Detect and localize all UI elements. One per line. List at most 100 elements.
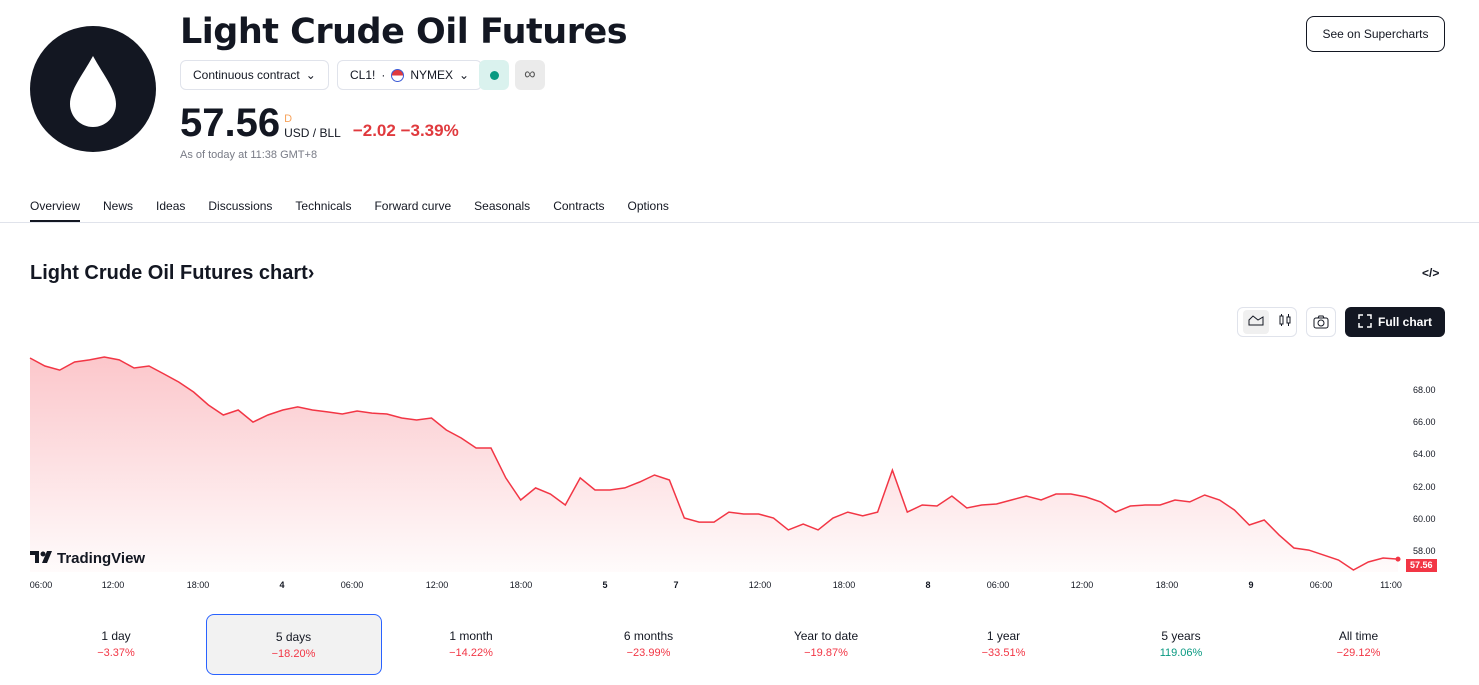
x-tick: 18:00 bbox=[509, 580, 533, 590]
full-chart-label: Full chart bbox=[1377, 315, 1432, 329]
infinity-icon[interactable]: ∞ bbox=[515, 60, 545, 90]
x-tick: 8 bbox=[925, 580, 931, 590]
range-change: −29.12% bbox=[1336, 647, 1381, 659]
y-tick: 66.00 bbox=[1413, 417, 1436, 428]
chevron-right-icon: › bbox=[307, 262, 315, 284]
x-tick: 5 bbox=[602, 580, 608, 590]
x-tick: 06:00 bbox=[1309, 580, 1333, 590]
chart-title-link[interactable]: Light Crude Oil Futures chart› bbox=[30, 262, 314, 285]
status-dot-icon bbox=[489, 70, 499, 80]
oil-drop-logo bbox=[30, 26, 156, 152]
contract-label: Continuous contract bbox=[193, 68, 300, 82]
range-all-time[interactable]: All time −29.12% bbox=[1271, 614, 1447, 675]
y-tick: 58.00 bbox=[1413, 546, 1436, 556]
y-tick: 60.00 bbox=[1413, 513, 1436, 524]
range-change: −14.22% bbox=[449, 647, 493, 659]
x-tick: 4 bbox=[279, 580, 285, 590]
tab-ideas[interactable]: Ideas bbox=[156, 199, 186, 213]
y-tick: 62.00 bbox=[1413, 481, 1436, 492]
range-change: −18.20% bbox=[271, 648, 316, 660]
y-tick: 64.00 bbox=[1413, 449, 1436, 460]
tab-seasonals[interactable]: Seasonals bbox=[474, 199, 531, 213]
price: 57.56 bbox=[180, 101, 281, 145]
price-change: −2.02 −3.39% bbox=[353, 121, 459, 146]
range-change: −19.87% bbox=[804, 647, 848, 659]
range-5-years[interactable]: 5 years 119.06% bbox=[1093, 614, 1269, 675]
price-line bbox=[29, 356, 1399, 571]
range-1-year[interactable]: 1 year −33.51% bbox=[916, 614, 1092, 675]
tab-news[interactable]: News bbox=[103, 199, 134, 213]
range-label: 1 month bbox=[449, 629, 493, 643]
x-tick: 11:00 bbox=[1380, 580, 1402, 590]
exchange: NYMEX bbox=[410, 68, 454, 82]
last-point bbox=[1395, 556, 1401, 562]
range-label: 5 years bbox=[1161, 629, 1201, 643]
change-pct: −3.39% bbox=[400, 121, 459, 140]
tab-options[interactable]: Options bbox=[627, 199, 669, 213]
tab-technicals[interactable]: Technicals bbox=[295, 199, 352, 213]
x-tick: 12:00 bbox=[748, 580, 772, 590]
price-chart[interactable] bbox=[0, 340, 1479, 580]
symbol: CL1! bbox=[350, 68, 376, 82]
contract-dropdown[interactable]: Continuous contract ⌄ bbox=[180, 60, 329, 90]
range-1-day[interactable]: 1 day −3.37% bbox=[28, 614, 204, 675]
x-tick: 06:00 bbox=[340, 580, 364, 590]
tab-bar: Overview News Ideas Discussions Technicals Fo… bbox=[0, 190, 1479, 223]
range-label: 1 day bbox=[101, 629, 131, 643]
tab-discussions[interactable]: Discussions bbox=[208, 199, 273, 213]
see-on-supercharts-button[interactable]: See on Supercharts bbox=[1306, 16, 1445, 52]
symbol-dropdown[interactable]: CL1! · NYMEX ⌄ bbox=[337, 60, 483, 90]
tradingview-watermark: TradingView bbox=[30, 550, 145, 567]
range-label: Year to date bbox=[793, 629, 859, 643]
x-tick: 06:00 bbox=[29, 580, 53, 590]
range-label: 5 days bbox=[275, 630, 312, 644]
x-tick: 18:00 bbox=[186, 580, 210, 590]
camera-icon[interactable] bbox=[1306, 307, 1336, 337]
tab-overview[interactable]: Overview bbox=[30, 190, 81, 222]
price-row: 57.56 D USD / BLL −2.02 −3.39% bbox=[180, 100, 459, 146]
range-label: 1 year bbox=[986, 629, 1021, 643]
x-tick: 06:00 bbox=[986, 580, 1010, 590]
page-title: Light Crude Oil Futures bbox=[180, 12, 628, 52]
us-flag-icon bbox=[391, 68, 405, 82]
watermark-text: TradingView bbox=[57, 550, 146, 567]
x-tick: 18:00 bbox=[1155, 580, 1179, 590]
range-5-days[interactable]: 5 days −18.20% bbox=[205, 614, 382, 675]
tradingview-logo-icon bbox=[30, 550, 52, 567]
y-tick: 68.00 bbox=[1413, 385, 1436, 395]
separator: · bbox=[381, 68, 386, 82]
range-year-to-date[interactable]: Year to date −19.87% bbox=[738, 614, 914, 675]
range-6-months[interactable]: 6 months −23.99% bbox=[561, 614, 737, 675]
x-tick: 7 bbox=[673, 580, 679, 590]
fullscreen-icon bbox=[1358, 313, 1372, 331]
full-chart-button[interactable]: Full chart bbox=[1345, 307, 1445, 337]
x-tick: 18:00 bbox=[832, 580, 856, 590]
currency-flag: D bbox=[284, 113, 293, 125]
x-tick: 12:00 bbox=[425, 580, 449, 590]
market-status-button[interactable] bbox=[479, 60, 509, 90]
candlestick-icon[interactable] bbox=[1278, 313, 1292, 332]
chevron-down-icon: ⌄ bbox=[305, 68, 316, 82]
range-change: −23.99% bbox=[626, 647, 671, 659]
x-tick: 12:00 bbox=[1070, 580, 1094, 590]
chart-type-toggle bbox=[1237, 307, 1297, 337]
tab-contracts[interactable]: Contracts bbox=[553, 199, 605, 213]
range-label: 6 months bbox=[623, 629, 674, 643]
area-fill bbox=[30, 357, 1398, 572]
last-price-label: 57.56 bbox=[1406, 559, 1437, 572]
as-of-time: As of today at 11:38 GMT+8 bbox=[180, 149, 318, 161]
range-change: 119.06% bbox=[1159, 647, 1203, 659]
area-chart-icon[interactable] bbox=[1242, 310, 1269, 334]
tab-forward-curve[interactable]: Forward curve bbox=[374, 199, 452, 213]
embed-code-icon[interactable]: </> bbox=[1422, 266, 1440, 280]
price-unit: USD / BLL bbox=[284, 126, 341, 140]
range-1-month[interactable]: 1 month −14.22% bbox=[383, 614, 559, 675]
chart-title: Light Crude Oil Futures chart bbox=[30, 262, 308, 284]
range-label: All time bbox=[1338, 629, 1379, 643]
x-tick: 12:00 bbox=[101, 580, 125, 590]
change-abs: −2.02 bbox=[352, 121, 396, 140]
range-change: −3.37% bbox=[97, 647, 135, 659]
price-unit-box: D USD / BLL bbox=[284, 112, 341, 146]
x-tick: 9 bbox=[1248, 580, 1254, 590]
chevron-down-icon: ⌄ bbox=[459, 68, 470, 82]
